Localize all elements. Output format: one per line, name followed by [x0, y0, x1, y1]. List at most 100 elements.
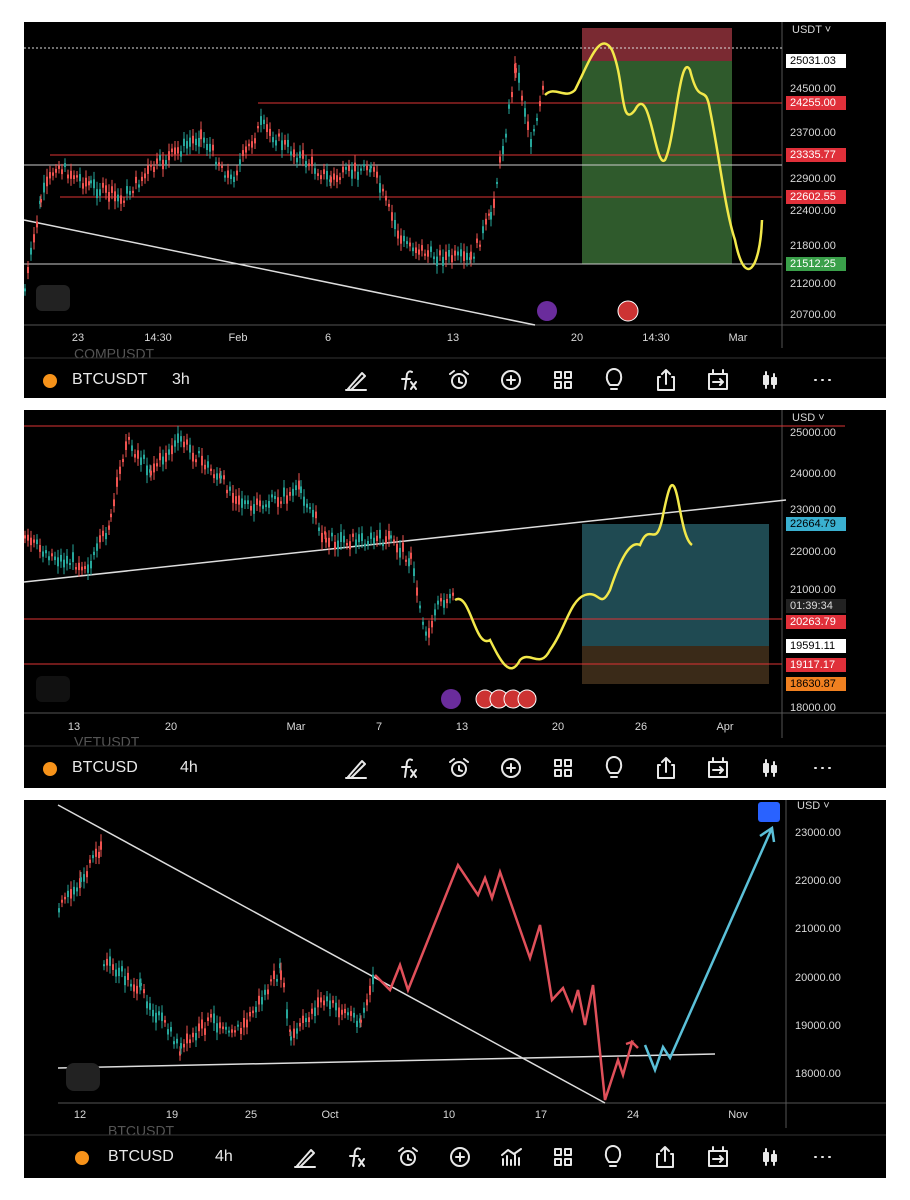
tool-add[interactable]: [501, 370, 521, 390]
interval[interactable]: 3h: [172, 371, 190, 388]
candle: [508, 104, 510, 109]
price-tag: [786, 148, 846, 162]
tool-add[interactable]: [450, 1147, 470, 1167]
currency-selector[interactable]: USD ˅: [792, 412, 825, 424]
ghost-symbol: VETUSDT: [74, 734, 140, 750]
candle: [117, 194, 119, 202]
tool-fx[interactable]: [349, 1147, 365, 1167]
candle: [394, 219, 396, 230]
candle: [276, 978, 278, 982]
candle: [460, 249, 462, 257]
candle: [286, 495, 288, 504]
tool-share[interactable]: [656, 1146, 674, 1168]
tool-draw[interactable]: [294, 1149, 316, 1168]
candle: [92, 855, 94, 859]
tool-candles[interactable]: [763, 759, 777, 777]
candle: [270, 979, 272, 982]
candle: [89, 859, 91, 864]
currency-selector[interactable]: USDT ˅: [792, 24, 831, 36]
candle: [326, 996, 328, 1002]
tool-layouts[interactable]: [554, 371, 572, 389]
tool-layouts[interactable]: [554, 1148, 572, 1166]
tool-indicators[interactable]: [501, 1148, 522, 1166]
tool-candles[interactable]: [763, 371, 777, 389]
candle: [100, 841, 102, 850]
tool-alert[interactable]: [449, 370, 469, 389]
tool-replay[interactable]: [708, 757, 728, 778]
tool-layouts[interactable]: [554, 759, 572, 777]
candle: [296, 157, 298, 163]
price-label: 19591.11: [790, 640, 835, 652]
candle: [76, 175, 78, 178]
candle: [84, 566, 86, 570]
candle: [67, 890, 69, 898]
candle: [267, 989, 269, 995]
tool-fx[interactable]: [401, 370, 417, 390]
candle: [162, 159, 164, 170]
time-label: 24: [627, 1109, 639, 1121]
candle: [195, 138, 197, 146]
symbol[interactable]: BTCUSD: [72, 759, 138, 776]
tool-ideas[interactable]: [605, 756, 623, 778]
tool-replay[interactable]: [708, 369, 728, 390]
tool-ideas[interactable]: [604, 1145, 622, 1167]
candle: [96, 543, 98, 551]
price-label: 22900.00: [790, 173, 836, 185]
candle: [189, 137, 191, 147]
candle: [266, 124, 268, 133]
tool-draw[interactable]: [345, 372, 367, 391]
candle: [51, 553, 53, 557]
tool-ideas[interactable]: [605, 368, 623, 390]
candle: [206, 143, 208, 151]
price-label: 22000.00: [790, 546, 836, 558]
candle: [448, 249, 450, 257]
candle: [511, 92, 513, 98]
candle: [343, 535, 345, 543]
tool-draw[interactable]: [345, 760, 367, 779]
price-label: 20263.79: [790, 616, 836, 628]
tool-replay[interactable]: [708, 1146, 728, 1167]
candle: [360, 1019, 362, 1023]
candle: [127, 972, 129, 980]
symbol[interactable]: BTCUSDT: [72, 371, 148, 388]
candle: [55, 168, 57, 173]
tool-add[interactable]: [501, 758, 521, 778]
tool-alert[interactable]: [449, 758, 469, 777]
currency-selector[interactable]: USD ˅: [797, 800, 830, 812]
candle: [241, 498, 243, 508]
candle: [90, 560, 92, 569]
interval[interactable]: 4h: [215, 1148, 233, 1165]
candle: [284, 140, 286, 145]
candle: [149, 1003, 151, 1010]
tool-share[interactable]: [657, 757, 675, 779]
candle: [340, 532, 342, 542]
candle: [87, 564, 89, 573]
toolbars[interactable]: [294, 368, 831, 1168]
candle: [186, 141, 188, 149]
candle: [106, 958, 108, 966]
candle: [212, 144, 214, 151]
candle: [521, 95, 523, 101]
candle: [102, 530, 104, 537]
candle: [527, 121, 529, 130]
tool-fx[interactable]: [401, 758, 417, 778]
candle: [69, 562, 71, 565]
tool-candles[interactable]: [763, 1148, 777, 1166]
candle: [436, 256, 438, 267]
candle: [323, 169, 325, 175]
symbol[interactable]: BTCUSD: [108, 1148, 174, 1165]
candle: [530, 139, 532, 147]
candle: [75, 567, 77, 570]
candle: [86, 871, 88, 878]
candle: [442, 256, 444, 266]
interval[interactable]: 4h: [180, 759, 198, 776]
candle: [156, 158, 158, 164]
candle: [42, 551, 44, 557]
candle: [88, 181, 90, 186]
fullscreen-button[interactable]: [758, 802, 780, 822]
candle: [170, 1027, 172, 1032]
candle: [119, 466, 121, 474]
tool-share[interactable]: [657, 369, 675, 391]
tool-alert[interactable]: [398, 1147, 418, 1166]
candle: [173, 1041, 175, 1045]
